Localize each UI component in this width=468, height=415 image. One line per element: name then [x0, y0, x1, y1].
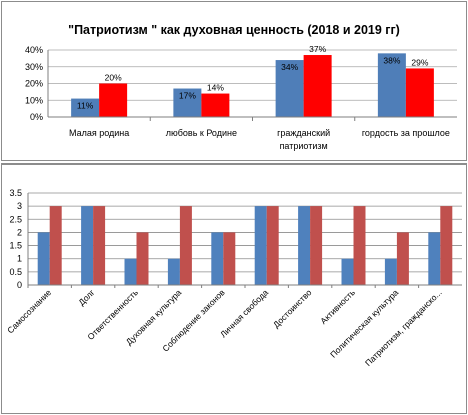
bar — [353, 206, 366, 285]
y-tick-label: 3 — [17, 201, 22, 211]
data-label: 37% — [309, 44, 326, 54]
bar — [223, 232, 236, 285]
bar — [405, 68, 434, 117]
y-tick-label: 0.5 — [9, 267, 22, 277]
bar — [440, 206, 453, 285]
bar — [81, 206, 94, 285]
data-label: 38% — [383, 55, 400, 65]
bar — [49, 206, 62, 285]
data-label: 11% — [77, 101, 94, 111]
x-tick-label: Достоинство — [271, 287, 314, 330]
bar — [377, 53, 406, 117]
bar — [428, 232, 441, 285]
bar — [37, 232, 50, 285]
bar — [167, 258, 180, 285]
bar — [93, 206, 106, 285]
bar — [341, 258, 354, 285]
chart-panel-top: "Патриотизм " как духовная ценность (201… — [1, 1, 467, 161]
y-tick-label: 2.5 — [9, 214, 22, 224]
y-tick-label: 3.5 — [9, 188, 22, 198]
x-tick-label: гражданский — [277, 128, 330, 138]
bar — [275, 60, 304, 117]
x-tick-label: Малая родина — [69, 128, 129, 138]
bar — [124, 258, 137, 285]
bar — [254, 206, 267, 285]
y-tick-label: 0% — [30, 112, 43, 122]
y-tick-label: 2 — [17, 227, 22, 237]
bar — [211, 232, 224, 285]
x-tick-label: Самосознание — [5, 287, 53, 335]
bar — [179, 206, 192, 285]
chart-title: "Патриотизм " как духовная ценность (201… — [68, 23, 400, 37]
data-label: 20% — [105, 73, 122, 83]
bar — [71, 98, 100, 117]
bar — [266, 206, 279, 285]
y-tick-label: 10% — [25, 95, 43, 105]
data-label: 29% — [411, 57, 428, 67]
y-tick-label: 0 — [17, 280, 22, 290]
data-label: 14% — [207, 83, 224, 93]
bar — [201, 93, 230, 117]
x-tick-label: Долг — [76, 287, 96, 307]
y-tick-label: 30% — [25, 62, 43, 72]
bar — [136, 232, 149, 285]
chart-patriotism: "Патриотизм " как духовная ценность (201… — [25, 23, 457, 151]
y-tick-label: 1.5 — [9, 241, 22, 251]
y-tick-label: 40% — [25, 45, 43, 55]
bar — [298, 206, 311, 285]
x-tick-label: любовь к Родине — [166, 128, 237, 138]
bar — [99, 83, 128, 117]
bar — [384, 258, 397, 285]
y-tick-label: 20% — [25, 79, 43, 89]
bar — [303, 55, 332, 117]
y-tick-label: 1 — [17, 254, 22, 264]
x-tick-label: Патриотизм, гражданско... — [363, 287, 444, 368]
bar — [173, 88, 202, 117]
data-label: 17% — [179, 91, 196, 101]
data-label: 34% — [281, 62, 298, 72]
x-tick-label: гордость за прошлое — [362, 128, 450, 138]
x-tick-label: патриотизм — [280, 141, 328, 151]
bar — [396, 232, 409, 285]
x-tick-label: Активность — [318, 287, 357, 326]
chart-panel-bottom: 0 0.5 1 1.5 2 2.5 3 3.5 Самосознание Долг Ответств… — [1, 163, 467, 414]
bar — [310, 206, 323, 285]
